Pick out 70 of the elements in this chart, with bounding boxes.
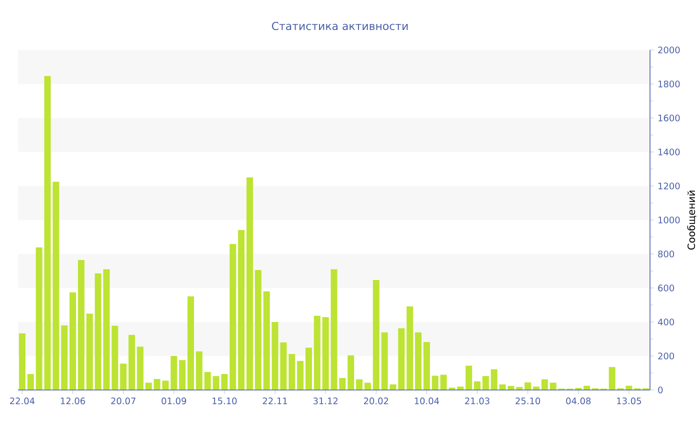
bar (188, 296, 194, 390)
x-tick-label: 20.07 (111, 398, 136, 404)
bar (70, 292, 76, 390)
bar (466, 366, 472, 390)
bar (204, 372, 211, 390)
y-tick-label: 1400 (658, 148, 680, 156)
bar (297, 360, 304, 390)
bar (490, 369, 498, 390)
bar (128, 334, 136, 390)
x-tick-label: 04.08 (566, 398, 591, 404)
x-tick-label: 01.09 (162, 398, 186, 404)
bar (136, 346, 144, 390)
y-axis-title: Сообщений (687, 190, 696, 250)
y-tick-label: 2000 (658, 46, 680, 54)
x-tick-label: 31.12 (313, 398, 338, 404)
bar (196, 351, 202, 390)
bar (482, 376, 489, 390)
bar (524, 382, 532, 390)
chart-title: Статистика активности (272, 22, 408, 30)
bar (314, 316, 320, 390)
y-tick-label: 800 (658, 250, 674, 258)
y-tick-label: 1600 (658, 114, 680, 122)
bar (61, 325, 68, 390)
x-tick-label: 20.02 (364, 398, 388, 404)
bar (415, 332, 422, 390)
bar (238, 230, 245, 390)
bar (322, 317, 329, 390)
y-tick-label: 1200 (658, 182, 680, 190)
bar (372, 280, 380, 390)
bar (406, 306, 414, 390)
x-tick-label: 25.10 (516, 398, 540, 404)
bar (27, 374, 34, 390)
x-tick-label: 13.05 (617, 398, 641, 404)
bar (179, 360, 186, 390)
y-tick-label: 0 (658, 386, 663, 394)
x-tick-label: 22.11 (262, 398, 288, 404)
bar (348, 355, 354, 390)
bar (18, 333, 26, 390)
bar (305, 348, 312, 390)
x-tick-label: 12.06 (60, 398, 86, 404)
bar (364, 382, 371, 390)
bar (541, 379, 548, 390)
bar (263, 291, 270, 390)
bar (246, 177, 253, 390)
x-tick-label: 22.04 (10, 398, 35, 404)
x-tick-label: 21.03 (465, 398, 490, 404)
y-tick-label: 1800 (658, 80, 680, 88)
bar (356, 379, 363, 390)
bar (254, 270, 262, 390)
bar (550, 382, 556, 390)
bar (52, 182, 60, 390)
bar (288, 354, 296, 390)
bar (432, 376, 438, 390)
x-tick-label: 10.04 (414, 398, 440, 404)
bar (398, 328, 405, 390)
y-tick-label: 200 (658, 352, 674, 360)
x-tick-label: 15.10 (212, 398, 237, 404)
bar (230, 244, 236, 390)
bar (145, 382, 152, 390)
bar (86, 314, 93, 390)
bar (423, 342, 430, 390)
bar (78, 260, 84, 390)
bar (112, 326, 118, 390)
y-tick-label: 1000 (658, 216, 680, 224)
bar (474, 381, 481, 390)
y-tick-label: 600 (658, 284, 674, 292)
bar (608, 367, 616, 390)
bar (120, 364, 127, 390)
bar (170, 356, 178, 390)
y-tick-label: 400 (658, 318, 674, 326)
